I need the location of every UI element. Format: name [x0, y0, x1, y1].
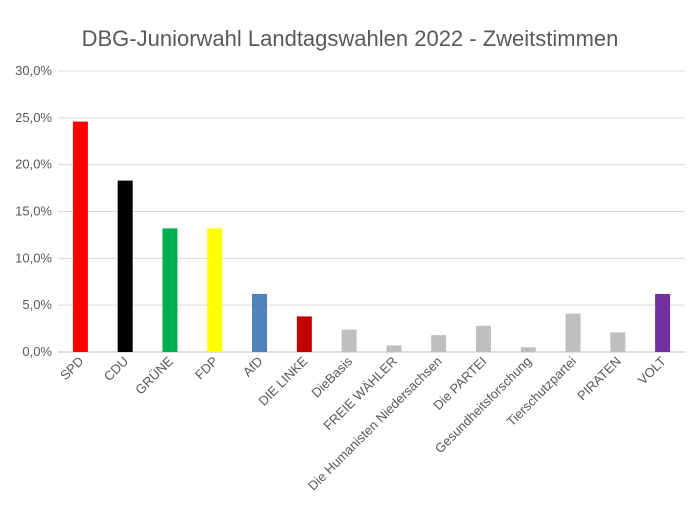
- bar: [162, 228, 178, 352]
- x-tick-label: FDP: [192, 354, 221, 383]
- y-tick-label: 5,0%: [22, 297, 52, 312]
- bar: [386, 345, 402, 352]
- y-tick-label: 25,0%: [15, 110, 52, 125]
- bar: [117, 180, 133, 352]
- x-tick-label: CDU: [101, 354, 132, 385]
- y-tick-label: 0,0%: [22, 344, 52, 359]
- bar: [655, 293, 671, 352]
- x-tick-label: GRÜNE: [132, 353, 176, 397]
- bar: [475, 325, 491, 352]
- bar: [565, 313, 581, 352]
- y-tick-label: 10,0%: [15, 250, 52, 265]
- bar: [72, 121, 88, 352]
- x-tick-label: AfD: [240, 354, 266, 380]
- bar: [431, 335, 447, 352]
- x-tick-label: DIE LINKE: [255, 353, 310, 408]
- bar: [610, 332, 626, 352]
- bar: [296, 316, 312, 352]
- x-tick-label: PIRATEN: [574, 354, 624, 404]
- y-tick-label: 30,0%: [15, 63, 52, 78]
- bar: [341, 329, 357, 352]
- x-tick-label: SPD: [57, 354, 87, 384]
- bar: [520, 347, 536, 352]
- y-tick-label: 15,0%: [15, 204, 52, 219]
- bar: [207, 228, 223, 352]
- chart-title: DBG-Juniorwahl Landtagswahlen 2022 - Zwe…: [81, 26, 619, 51]
- y-tick-label: 20,0%: [15, 157, 52, 172]
- bar: [252, 293, 268, 352]
- x-tick-label: VOLT: [635, 353, 669, 387]
